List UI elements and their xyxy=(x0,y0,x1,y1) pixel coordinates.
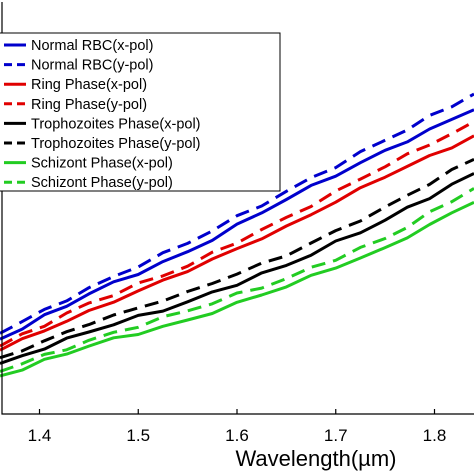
x-tick-label: 1.6 xyxy=(225,426,249,445)
x-ticks: 1.4 1.5 1.6 1.7 1.8 xyxy=(28,409,447,445)
legend-label: Trophozoites Phase(x-pol) xyxy=(31,116,201,132)
x-axis-label: Wavelength(µm) xyxy=(235,446,396,471)
series-line-trophozoites-phase-y-pol xyxy=(0,158,474,360)
series-line-ring-phase-x-pol xyxy=(0,134,474,352)
series-line-schizont-phase-x-pol xyxy=(0,201,474,378)
x-tick-label: 1.4 xyxy=(28,426,52,445)
series-line-trophozoites-phase-x-pol xyxy=(0,172,474,365)
x-tick-label: 1.8 xyxy=(423,426,447,445)
legend: Normal RBC(x-pol) Normal RBC(y-pol) Ring P… xyxy=(0,32,281,192)
x-tick-label: 1.7 xyxy=(324,426,348,445)
x-tick-label: 1.5 xyxy=(126,426,150,445)
legend-label: Schizont Phase(y-pol) xyxy=(31,175,173,191)
legend-label: Schizont Phase(x-pol) xyxy=(31,156,173,172)
legend-label: Trophozoites Phase(y-pol) xyxy=(31,136,201,152)
series-line-ring-phase-y-pol xyxy=(0,120,474,348)
legend-box xyxy=(0,32,281,192)
series-line-normal-rbc-x-pol xyxy=(0,108,474,341)
legend-label: Normal RBC(y-pol) xyxy=(31,58,153,74)
legend-label: Normal RBC(x-pol) xyxy=(31,38,153,54)
series-line-schizont-phase-y-pol xyxy=(0,187,474,373)
series-line-normal-rbc-y-pol xyxy=(0,92,474,335)
legend-label: Ring Phase(y-pol) xyxy=(31,97,147,113)
legend-label: Ring Phase(x-pol) xyxy=(31,77,147,93)
plot-lines xyxy=(0,92,474,378)
